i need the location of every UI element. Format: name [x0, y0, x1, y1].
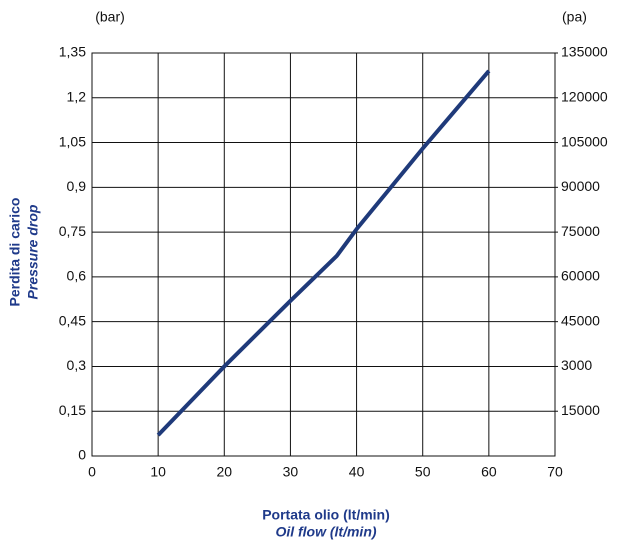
y-label-sub: Pressure drop [25, 204, 41, 299]
x-tick-label: 30 [283, 464, 299, 480]
y2-tick-label: 135000 [561, 44, 608, 60]
y-unit: (bar) [95, 9, 125, 25]
y-tick-label: 0,45 [59, 312, 86, 328]
y2-tick-label: 3000 [561, 357, 592, 373]
y-tick-label: 1,35 [59, 44, 86, 60]
y2-tick-label: 120000 [561, 88, 608, 104]
y-tick-label: 0,3 [67, 357, 87, 373]
x-tick-label: 60 [481, 464, 497, 480]
x-tick-label: 50 [415, 464, 431, 480]
x-tick-label: 40 [349, 464, 365, 480]
x-tick-label: 20 [216, 464, 232, 480]
x-tick-label: 0 [88, 464, 96, 480]
x-tick-label: 70 [547, 464, 563, 480]
y-tick-label: 0,75 [59, 223, 86, 239]
data-line [156, 69, 491, 437]
y2-tick-label: 90000 [561, 178, 600, 194]
x-tick-label: 10 [150, 464, 166, 480]
y-tick-label: 1,05 [59, 133, 86, 149]
y2-tick-label: 45000 [561, 312, 600, 328]
x-label-sub: Oil flow (lt/min) [275, 524, 376, 540]
y-tick-label: 0,9 [67, 178, 87, 194]
y2-tick-label: 15000 [561, 402, 600, 418]
plot-frame [91, 52, 556, 457]
y-tick-label: 0 [78, 447, 86, 463]
y2-unit: (pa) [562, 9, 587, 25]
y2-tick-label: 75000 [561, 223, 600, 239]
x-label: Portata olio (lt/min) [262, 507, 390, 523]
y2-tick-label: 105000 [561, 133, 608, 149]
y2-tick-label: 60000 [561, 268, 600, 284]
y-tick-label: 0,6 [67, 268, 87, 284]
y-tick-label: 1,2 [67, 88, 87, 104]
y-label: Perdita di carico [7, 198, 23, 307]
y-tick-label: 0,15 [59, 402, 86, 418]
